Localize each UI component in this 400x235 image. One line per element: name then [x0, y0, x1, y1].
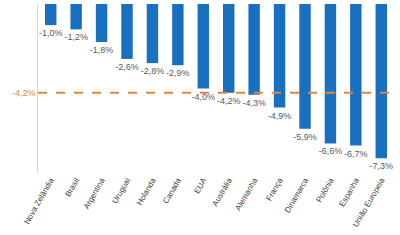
- svg-text:França: França: [265, 176, 286, 203]
- svg-text:-2,8%: -2,8%: [141, 66, 165, 76]
- svg-text:Nova Zelândia: Nova Zelândia: [22, 176, 56, 226]
- svg-text:-5,9%: -5,9%: [293, 132, 317, 142]
- svg-text:Holanda: Holanda: [135, 176, 158, 207]
- svg-text:-1,2%: -1,2%: [64, 32, 88, 42]
- svg-text:-1,0%: -1,0%: [39, 28, 63, 38]
- svg-text:-4,0%: -4,0%: [192, 92, 216, 102]
- svg-text:-4,2%: -4,2%: [12, 88, 36, 98]
- svg-text:EUA: EUA: [192, 176, 208, 195]
- svg-text:União Europeia: União Europeia: [351, 176, 387, 229]
- svg-text:Alemanha: Alemanha: [234, 176, 260, 212]
- svg-text:Brasil: Brasil: [64, 176, 82, 198]
- svg-text:-4,9%: -4,9%: [268, 111, 292, 121]
- svg-text:Polônia: Polônia: [314, 176, 335, 204]
- svg-text:Espanha: Espanha: [337, 176, 361, 208]
- svg-text:Austrália: Austrália: [211, 176, 235, 208]
- svg-text:-6,7%: -6,7%: [344, 149, 368, 159]
- svg-text:-6,6%: -6,6%: [319, 146, 343, 156]
- svg-text:-1,8%: -1,8%: [90, 45, 114, 55]
- svg-text:-2,9%: -2,9%: [166, 68, 190, 78]
- svg-text:-7,3%: -7,3%: [370, 161, 394, 171]
- svg-text:Argentina: Argentina: [82, 176, 107, 211]
- svg-text:Dinamarca: Dinamarca: [283, 176, 310, 214]
- svg-text:Canada: Canada: [161, 176, 183, 205]
- svg-text:Uruguai: Uruguai: [110, 176, 132, 205]
- svg-text:-2,6%: -2,6%: [115, 62, 139, 72]
- svg-text:-4,3%: -4,3%: [242, 98, 266, 108]
- svg-text:-4,2%: -4,2%: [217, 96, 241, 106]
